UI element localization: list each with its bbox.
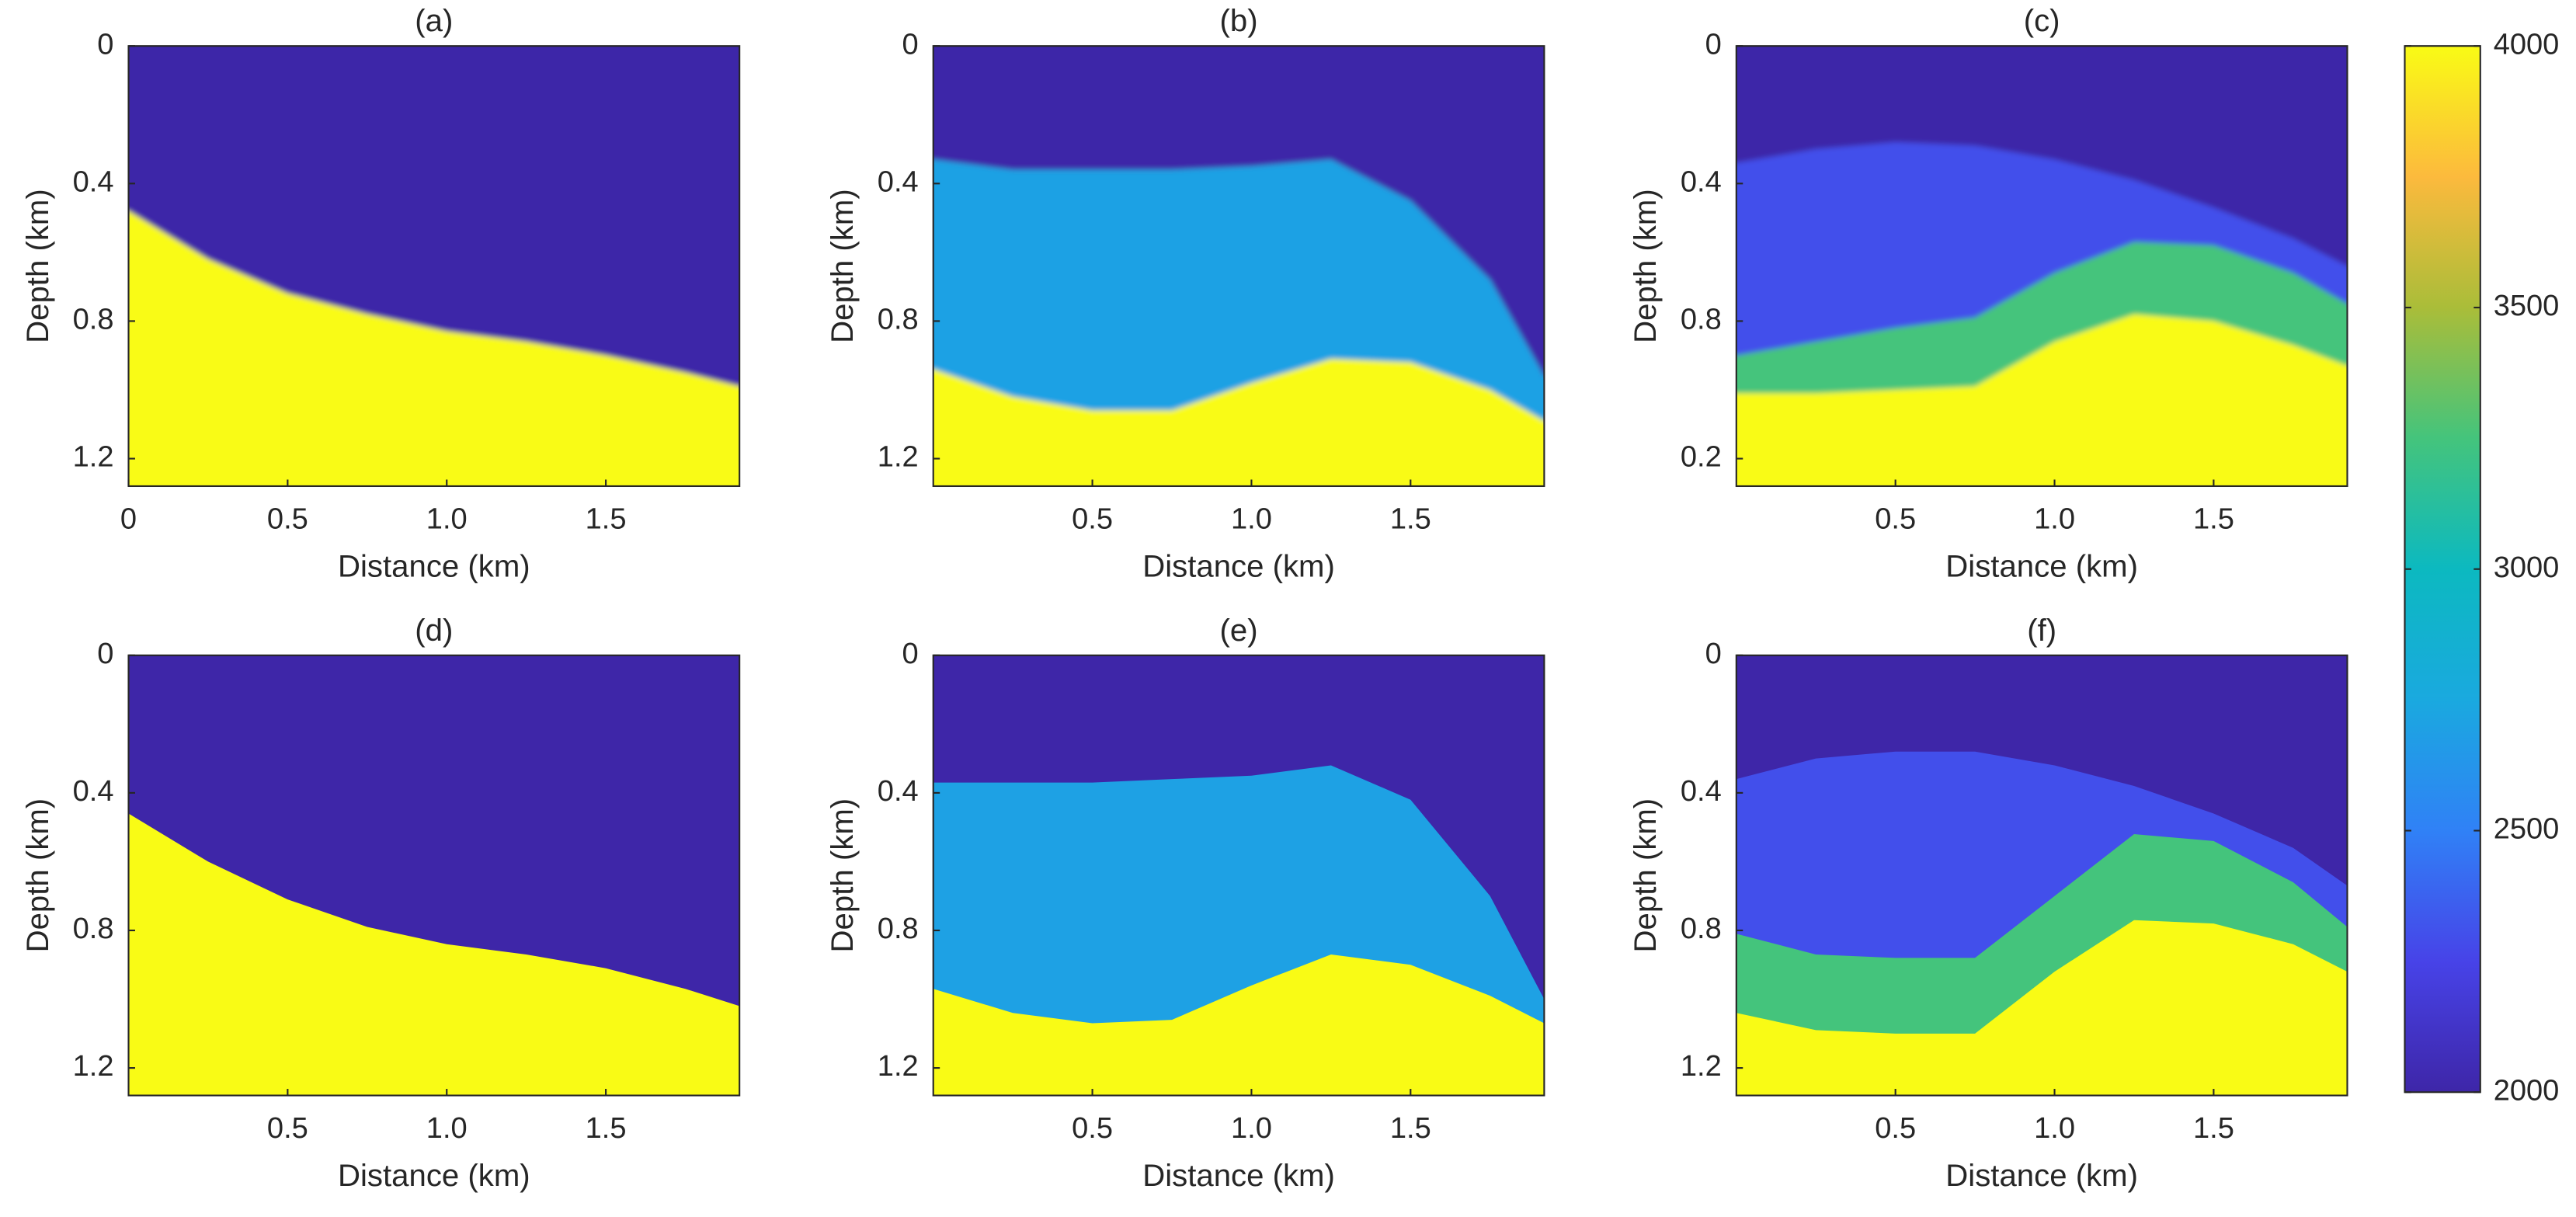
panel-title: (f) — [2027, 613, 2056, 648]
panel-4 — [933, 655, 1545, 1096]
y-tick-label: 0 — [902, 28, 919, 61]
axes-box — [127, 654, 741, 1097]
x-tick-label: 1.5 — [1390, 502, 1431, 535]
y-axis-label: Depth (km) — [20, 798, 55, 953]
layer — [933, 954, 1545, 1096]
layers — [128, 46, 740, 486]
panel-title: (e) — [1220, 613, 1258, 648]
y-tick-label: 0 — [902, 638, 919, 670]
y-tick-label: 0.4 — [878, 775, 919, 808]
x-tick-label: 1.5 — [2193, 1112, 2234, 1145]
x-tick-label: 1.5 — [1390, 1112, 1431, 1145]
y-tick-label: 0.4 — [73, 165, 114, 198]
x-tick-label: 1.5 — [586, 502, 627, 535]
layer — [128, 813, 740, 1096]
layer — [128, 210, 740, 486]
colorbar-tick-label: 3500 — [2494, 290, 2560, 322]
x-axis-label: Distance (km) — [1142, 1158, 1335, 1193]
y-tick-label: 0.8 — [73, 303, 114, 336]
colorbar — [2404, 45, 2481, 1094]
axes-box — [127, 45, 741, 488]
layers — [1736, 655, 2348, 1096]
panel-1 — [933, 46, 1545, 486]
y-tick-label: 0.8 — [878, 913, 919, 945]
y-axis-label: Depth (km) — [1628, 189, 1663, 343]
x-tick-label: 0.5 — [267, 502, 308, 535]
layers — [933, 655, 1545, 1096]
x-axis-label: Distance (km) — [1945, 548, 2138, 583]
y-tick-label: 0 — [97, 28, 113, 61]
colorbar-tick-label: 2500 — [2494, 813, 2560, 846]
y-tick-label: 1.2 — [73, 441, 114, 474]
y-tick-label: 0.4 — [1681, 775, 1722, 808]
y-tick-label: 1.2 — [73, 1050, 114, 1083]
x-tick-label: 1.0 — [1231, 1112, 1272, 1145]
y-axis-label: Depth (km) — [825, 798, 860, 953]
axes-box — [932, 654, 1545, 1097]
layers — [128, 655, 740, 1096]
x-tick-label: 1.0 — [2034, 1112, 2075, 1145]
x-tick-label: 1.0 — [2034, 502, 2075, 535]
y-axis-label: Depth (km) — [20, 189, 55, 343]
colorbar-tick-label: 2000 — [2494, 1074, 2560, 1107]
layer — [933, 359, 1545, 486]
x-tick-label: 0 — [120, 502, 137, 535]
colorbar-tick-label: 3000 — [2494, 551, 2560, 584]
layer — [1736, 920, 2348, 1096]
panel-2 — [1736, 46, 2348, 486]
x-axis-label: Distance (km) — [1142, 548, 1335, 583]
x-tick-label: 0.5 — [267, 1112, 308, 1145]
layers — [1736, 46, 2348, 486]
y-tick-label: 0 — [1705, 28, 1722, 61]
panel-0 — [128, 46, 740, 486]
layers — [933, 46, 1545, 486]
y-tick-label: 0.2 — [1681, 441, 1722, 474]
x-tick-label: 1.0 — [426, 1112, 468, 1145]
y-tick-label: 0.8 — [1681, 913, 1722, 945]
colorbar-tick-label: 4000 — [2494, 28, 2560, 61]
y-tick-label: 1.2 — [878, 441, 919, 474]
y-tick-label: 0.8 — [1681, 303, 1722, 336]
panel-title: (b) — [1220, 3, 1258, 38]
x-tick-label: 1.5 — [586, 1112, 627, 1145]
axes-box — [1735, 45, 2348, 488]
x-tick-label: 0.5 — [1072, 502, 1113, 535]
y-tick-label: 1.2 — [1681, 1050, 1722, 1083]
panel-title: (c) — [2024, 3, 2060, 38]
y-axis-label: Depth (km) — [1628, 798, 1663, 953]
panel-5 — [1736, 655, 2348, 1096]
x-tick-label: 1.5 — [2193, 502, 2234, 535]
axes-box — [1735, 654, 2348, 1097]
panel-3 — [128, 655, 740, 1096]
x-tick-label: 1.0 — [1231, 502, 1272, 535]
x-tick-label: 1.0 — [426, 502, 468, 535]
y-tick-label: 0.4 — [1681, 165, 1722, 198]
y-tick-label: 0 — [1705, 638, 1722, 670]
panel-title: (a) — [415, 3, 453, 38]
x-axis-label: Distance (km) — [338, 1158, 530, 1193]
x-axis-label: Distance (km) — [338, 548, 530, 583]
x-axis-label: Distance (km) — [1945, 1158, 2138, 1193]
y-tick-label: 0 — [97, 638, 113, 670]
x-tick-label: 0.5 — [1875, 1112, 1916, 1145]
y-tick-label: 0.8 — [73, 913, 114, 945]
y-tick-label: 1.2 — [878, 1050, 919, 1083]
y-tick-label: 0.4 — [73, 775, 114, 808]
y-axis-label: Depth (km) — [825, 189, 860, 343]
x-tick-label: 0.5 — [1072, 1112, 1113, 1145]
layer — [1736, 314, 2348, 486]
x-tick-label: 0.5 — [1875, 502, 1916, 535]
y-tick-label: 0.8 — [878, 303, 919, 336]
axes-box — [932, 45, 1545, 488]
y-tick-label: 0.4 — [878, 165, 919, 198]
panel-title: (d) — [415, 613, 453, 648]
